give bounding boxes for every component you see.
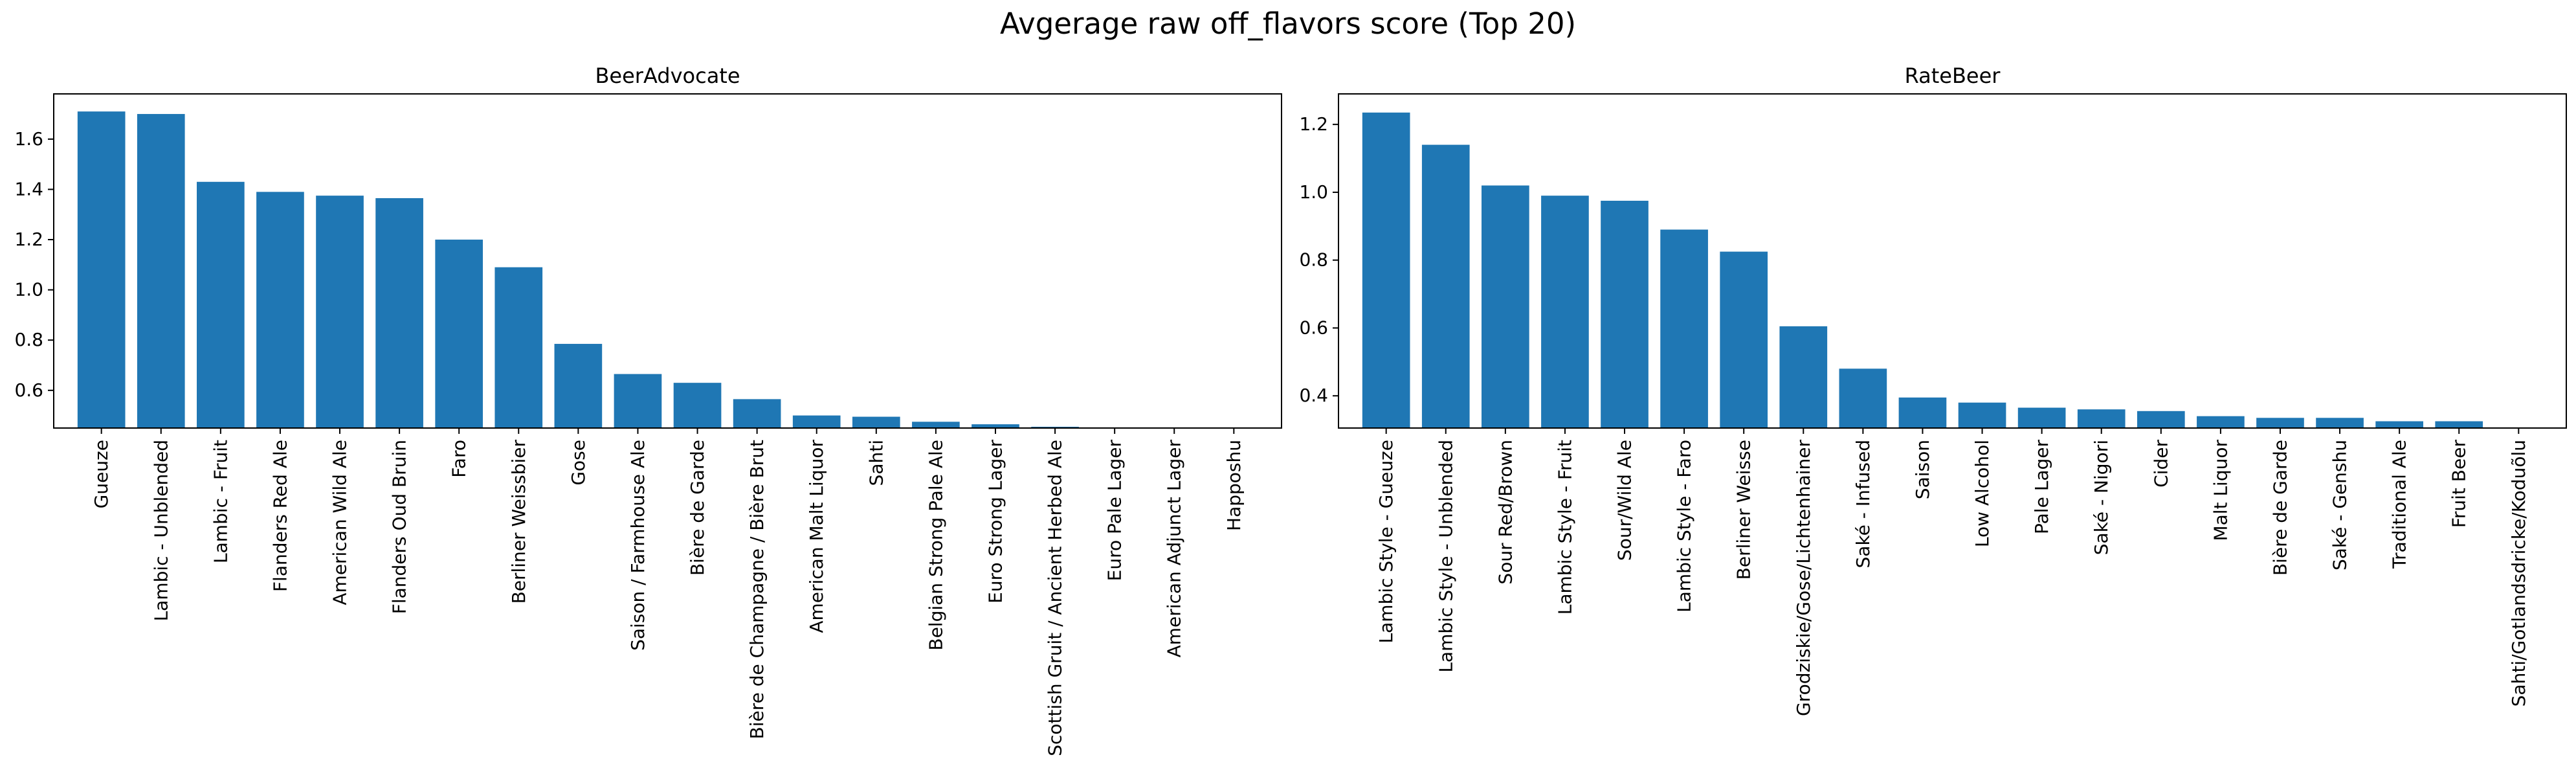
ratebeer-y-tick-label: 0.4 (1299, 385, 1328, 406)
ratebeer-bar (2256, 418, 2304, 428)
beeradvocate-bar (912, 422, 960, 428)
beeradvocate-bar (256, 192, 304, 428)
beeradvocate-x-tick-label: Saison / Farmhouse Ale (627, 440, 649, 651)
ratebeer-bar (1958, 402, 2006, 428)
ratebeer-x-tick-label: Lambic Style - Fruit (1554, 440, 1575, 615)
beeradvocate-bar (197, 181, 245, 428)
beeradvocate-x-tick-label: Lambic - Fruit (210, 440, 231, 563)
beeradvocate-x-tick-label: Gose (568, 440, 589, 486)
beeradvocate-bar (494, 267, 543, 428)
beeradvocate-y-tick-label: 1.6 (14, 128, 43, 150)
ratebeer-x-tick-label: Lambic Style - Faro (1674, 440, 1695, 613)
ratebeer-bar (1898, 397, 1947, 428)
ratebeer-x-tick-label: Saké - Nigori (2091, 440, 2112, 555)
ratebeer-bar (2137, 411, 2185, 428)
beeradvocate-y-tick-label: 1.4 (14, 178, 43, 199)
ratebeer-x-tick-label: Sahti/Gotlandsdricke/Koduõlu (2508, 440, 2529, 706)
beeradvocate-x-tick-label: Flanders Oud Bruin (389, 440, 410, 614)
ratebeer-panel-title: RateBeer (1905, 63, 2001, 88)
beeradvocate-bar (972, 424, 1019, 428)
beeradvocate-panel: BeerAdvocate 0.6 0.8 1.0 1.2 1.4 1.6 Gueuze Lam… (14, 63, 1282, 756)
beeradvocate-bar (733, 399, 781, 428)
beeradvocate-axes-frame (53, 93, 1282, 429)
ratebeer-x-tick-label: Sour Red/Brown (1494, 440, 1516, 585)
ratebeer-x-tick-label: Saké - Genshu (2329, 440, 2351, 570)
beeradvocate-y-tick-label: 1.2 (14, 229, 43, 250)
beeradvocate-y-tick-label: 1.0 (14, 279, 43, 300)
beeradvocate-x-tick-label: Sahti (865, 440, 887, 486)
ratebeer-x-tick-label: Fruit Beer (2448, 440, 2470, 528)
ratebeer-bar (2197, 416, 2245, 428)
ratebeer-bar (1362, 112, 1410, 428)
ratebeer-bar (1839, 368, 1887, 428)
beeradvocate-x-tick-label: Euro Strong Lager (984, 440, 1006, 604)
beeradvocate-bar (137, 114, 185, 428)
beeradvocate-panel-title: BeerAdvocate (595, 63, 740, 88)
beeradvocate-x-tick-label: Gueuze (91, 440, 112, 508)
ratebeer-x-tick-label: Cider (2150, 440, 2171, 488)
figure-title: Avgerage raw off_flavors score (Top 20) (1000, 6, 1576, 41)
ratebeer-x-tick-label: Saison (1912, 440, 1933, 499)
ratebeer-bar (2375, 421, 2423, 428)
beeradvocate-y-tick-label: 0.6 (14, 379, 43, 401)
ratebeer-bar (2435, 421, 2483, 428)
beeradvocate-x-tick-label: Lambic - Unblended (150, 440, 172, 621)
ratebeer-x-tick-label: Pale Lager (2031, 440, 2052, 534)
ratebeer-bar (1779, 326, 1828, 428)
ratebeer-x-tick-label: Traditional Ale (2389, 440, 2410, 569)
ratebeer-y-tick-label: 1.2 (1299, 113, 1328, 135)
beeradvocate-x-tick-label: Bière de Garde (687, 440, 708, 576)
beeradvocate-x-tick-label: Scottish Gruit / Ancient Herbed Ale (1045, 440, 1066, 756)
beeradvocate-bar (614, 374, 662, 428)
ratebeer-bar (2017, 407, 2066, 428)
ratebeer-x-tick-label: Lambic Style - Gueuze (1375, 440, 1397, 643)
beeradvocate-bar (792, 415, 841, 428)
beeradvocate-bar (673, 383, 722, 428)
beeradvocate-x-tick-label: Faro (449, 440, 470, 478)
ratebeer-axes-frame (1338, 93, 2567, 429)
ratebeer-panel: RateBeer 0.4 0.6 0.8 1.0 1.2 Lambic Style - G… (1299, 63, 2567, 716)
ratebeer-bar (1541, 196, 1589, 428)
beeradvocate-x-tick-label: Happoshu (1223, 440, 1245, 531)
ratebeer-y-tick-label: 0.8 (1299, 249, 1328, 271)
ratebeer-bar (1482, 185, 1529, 428)
ratebeer-x-tick-label: Bière de Garde (2269, 440, 2291, 576)
beeradvocate-bar (435, 240, 483, 428)
beeradvocate-x-tick-label: American Adjunct Lager (1164, 440, 1185, 658)
beeradvocate-x-tick-label: Bière de Champagne / Bière Brut (746, 440, 768, 739)
ratebeer-x-tick-label: Low Alcohol (1971, 440, 1993, 547)
ratebeer-x-tick-label: Lambic Style - Unblended (1435, 440, 1456, 673)
ratebeer-x-tick-label: Malt Liquor (2210, 440, 2231, 541)
ratebeer-bar (1660, 229, 1708, 428)
beeradvocate-x-tick-label: Flanders Red Ale (269, 440, 291, 592)
beeradvocate-x-tick-label: American Malt Liquor (806, 440, 827, 633)
ratebeer-y-tick-label: 1.0 (1299, 181, 1328, 203)
beeradvocate-bar (852, 416, 900, 428)
beeradvocate-x-tick-label: Belgian Strong Pale Ale (925, 440, 946, 651)
beeradvocate-y-tick-label: 0.8 (14, 329, 43, 350)
beeradvocate-x-tick-label: Euro Pale Lager (1104, 440, 1126, 582)
beeradvocate-bar (316, 196, 364, 428)
beeradvocate-bar (77, 111, 126, 428)
ratebeer-x-tick-label: Berliner Weisse (1733, 440, 1755, 580)
ratebeer-x-tick-label: Saké - Infused (1852, 440, 1874, 568)
beeradvocate-x-tick-label: American Wild Ale (329, 440, 351, 605)
ratebeer-bar (2316, 418, 2364, 428)
ratebeer-bar (1421, 144, 1470, 428)
ratebeer-y-tick-label: 0.6 (1299, 317, 1328, 338)
ratebeer-bar (1720, 251, 1768, 428)
ratebeer-bar (2077, 409, 2126, 428)
beeradvocate-bar (554, 344, 603, 428)
ratebeer-x-tick-label: Grodziskie/Gose/Lichtenhainer (1793, 440, 1814, 716)
beeradvocate-bar (375, 198, 423, 428)
ratebeer-x-tick-label: Sour/Wild Ale (1614, 440, 1636, 561)
beeradvocate-x-tick-label: Berliner Weissbier (508, 440, 529, 604)
ratebeer-bar (1601, 201, 1649, 428)
